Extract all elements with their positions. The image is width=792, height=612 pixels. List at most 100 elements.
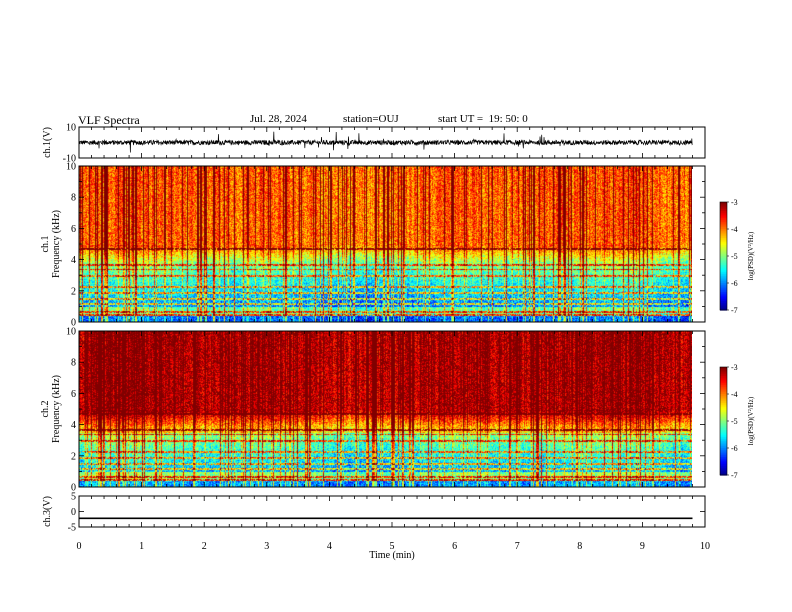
colorbar-cell (720, 281, 727, 284)
colorbar-cell (720, 302, 727, 306)
x-axis-label: Time (min) (369, 550, 414, 561)
colorbar-tick-label: -7 (731, 471, 738, 480)
y-tick-label: 10 (66, 123, 76, 134)
x-tick-label: 3 (264, 541, 269, 552)
y-tick-label: 6 (71, 224, 76, 235)
colorbar-cell (720, 301, 727, 304)
colorbar-cell (720, 433, 727, 436)
colorbar-cell (720, 385, 727, 388)
colorbar-cell (720, 214, 727, 217)
colorbar-cell (720, 460, 727, 463)
colorbar-cell (720, 277, 727, 280)
colorbar-cell (720, 448, 727, 451)
colorbar-cell (720, 245, 727, 248)
colorbar-cell (720, 374, 727, 377)
colorbar-label: log(PSD)(V²/Hz) (747, 231, 755, 280)
colorbar-tick-label: -3 (731, 363, 738, 372)
colorbar-cell (720, 392, 727, 395)
colorbar-cell (720, 227, 727, 230)
colorbar-cell (720, 283, 727, 286)
colorbar-cell (720, 449, 727, 453)
colorbar-cell (720, 292, 727, 295)
colorbar-cell (720, 299, 727, 302)
colorbar-cell (720, 381, 727, 384)
colorbar-cell (720, 453, 727, 456)
y-tick-label: -5 (68, 523, 76, 534)
colorbar-cell (720, 203, 727, 207)
colorbar-cell (720, 230, 727, 234)
colorbar-cell (720, 412, 727, 415)
y-tick-label: 6 (71, 389, 76, 400)
colorbar-cell (720, 225, 727, 228)
colorbar-cell (720, 370, 727, 373)
colorbar-cell (720, 367, 727, 370)
colorbar-cell (720, 236, 727, 239)
colorbar-cell (720, 458, 727, 462)
colorbar-spectrogram-ch1: -3 -4 -5 -6 -7 log(PSD)(V²/Hz) (719, 198, 755, 315)
y-axis-label: ch.1(V) (42, 127, 53, 158)
colorbar-cell (720, 368, 727, 372)
colorbar-cell (720, 279, 727, 282)
y-axis-label: ch.3(V) (42, 496, 53, 527)
y-tick-label: 4 (71, 255, 76, 266)
x-tick-label: 0 (77, 541, 82, 552)
colorbar-cell (720, 408, 727, 411)
colorbar-cell (720, 372, 727, 375)
colorbar-cell (720, 252, 727, 255)
colorbar-cell (720, 209, 727, 212)
colorbar-tick-label: -5 (731, 252, 738, 261)
colorbar-spectrogram-ch2: -3 -4 -5 -6 -7 log(PSD)(V²/Hz) (719, 363, 755, 480)
colorbar-tick-label: -3 (731, 198, 738, 207)
colorbar-tick-label: -4 (731, 225, 738, 234)
colorbar-cell (720, 428, 727, 431)
colorbar-cell (720, 419, 727, 422)
y-tick-label: 8 (71, 358, 76, 369)
colorbar-cell (720, 286, 727, 289)
colorbar-cell (720, 268, 727, 271)
colorbar-cell (720, 388, 727, 391)
waveform-series-waveform-ch1 (78, 131, 693, 153)
colorbar-cell (720, 469, 727, 472)
colorbar-cell (720, 257, 727, 261)
colorbar-cell (720, 395, 727, 399)
figure-title: VLF Spectra (78, 113, 140, 127)
x-tick-label: 4 (327, 541, 332, 552)
colorbar-cell (720, 266, 727, 270)
colorbar-tick-label: -7 (731, 306, 738, 315)
colorbar-cell (720, 265, 727, 268)
colorbar-cell (720, 205, 727, 208)
spectrogram-image-spectrogram-ch1 (79, 166, 692, 322)
colorbar-cell (720, 275, 727, 279)
colorbar-cell (720, 466, 727, 469)
colorbar-cell (720, 232, 727, 235)
colorbar-cell (720, 212, 727, 216)
y-tick-label: 4 (71, 420, 76, 431)
colorbar-cell (720, 399, 727, 402)
station-label: station=OUJ (343, 113, 399, 125)
colorbar-cell (720, 442, 727, 445)
colorbar-cell (720, 239, 727, 243)
colorbar-cell (720, 462, 727, 465)
colorbar-cell (720, 288, 727, 291)
x-tick-label: 7 (515, 541, 520, 552)
colorbar-cell (720, 421, 727, 424)
colorbar-cell (720, 223, 727, 226)
colorbar-cell (720, 284, 727, 288)
colorbar-cell (720, 207, 727, 210)
colorbar-cell (720, 297, 727, 300)
spectrogram-image-spectrogram-ch2 (79, 331, 692, 487)
y-tick-label: 2 (71, 286, 76, 297)
colorbar-tick-label: -6 (731, 279, 738, 288)
y-tick-label: -10 (63, 154, 76, 165)
colorbar-cell (720, 403, 727, 406)
colorbar-cell (720, 229, 727, 232)
colorbar-cell (720, 446, 727, 449)
colorbar-cell (720, 306, 727, 309)
colorbar-cell (720, 383, 727, 386)
colorbar-cell (720, 263, 727, 266)
colorbar-cell (720, 444, 727, 447)
colorbar-cell (720, 295, 727, 298)
start-time-label: start UT = 19: 50: 0 (438, 113, 528, 125)
